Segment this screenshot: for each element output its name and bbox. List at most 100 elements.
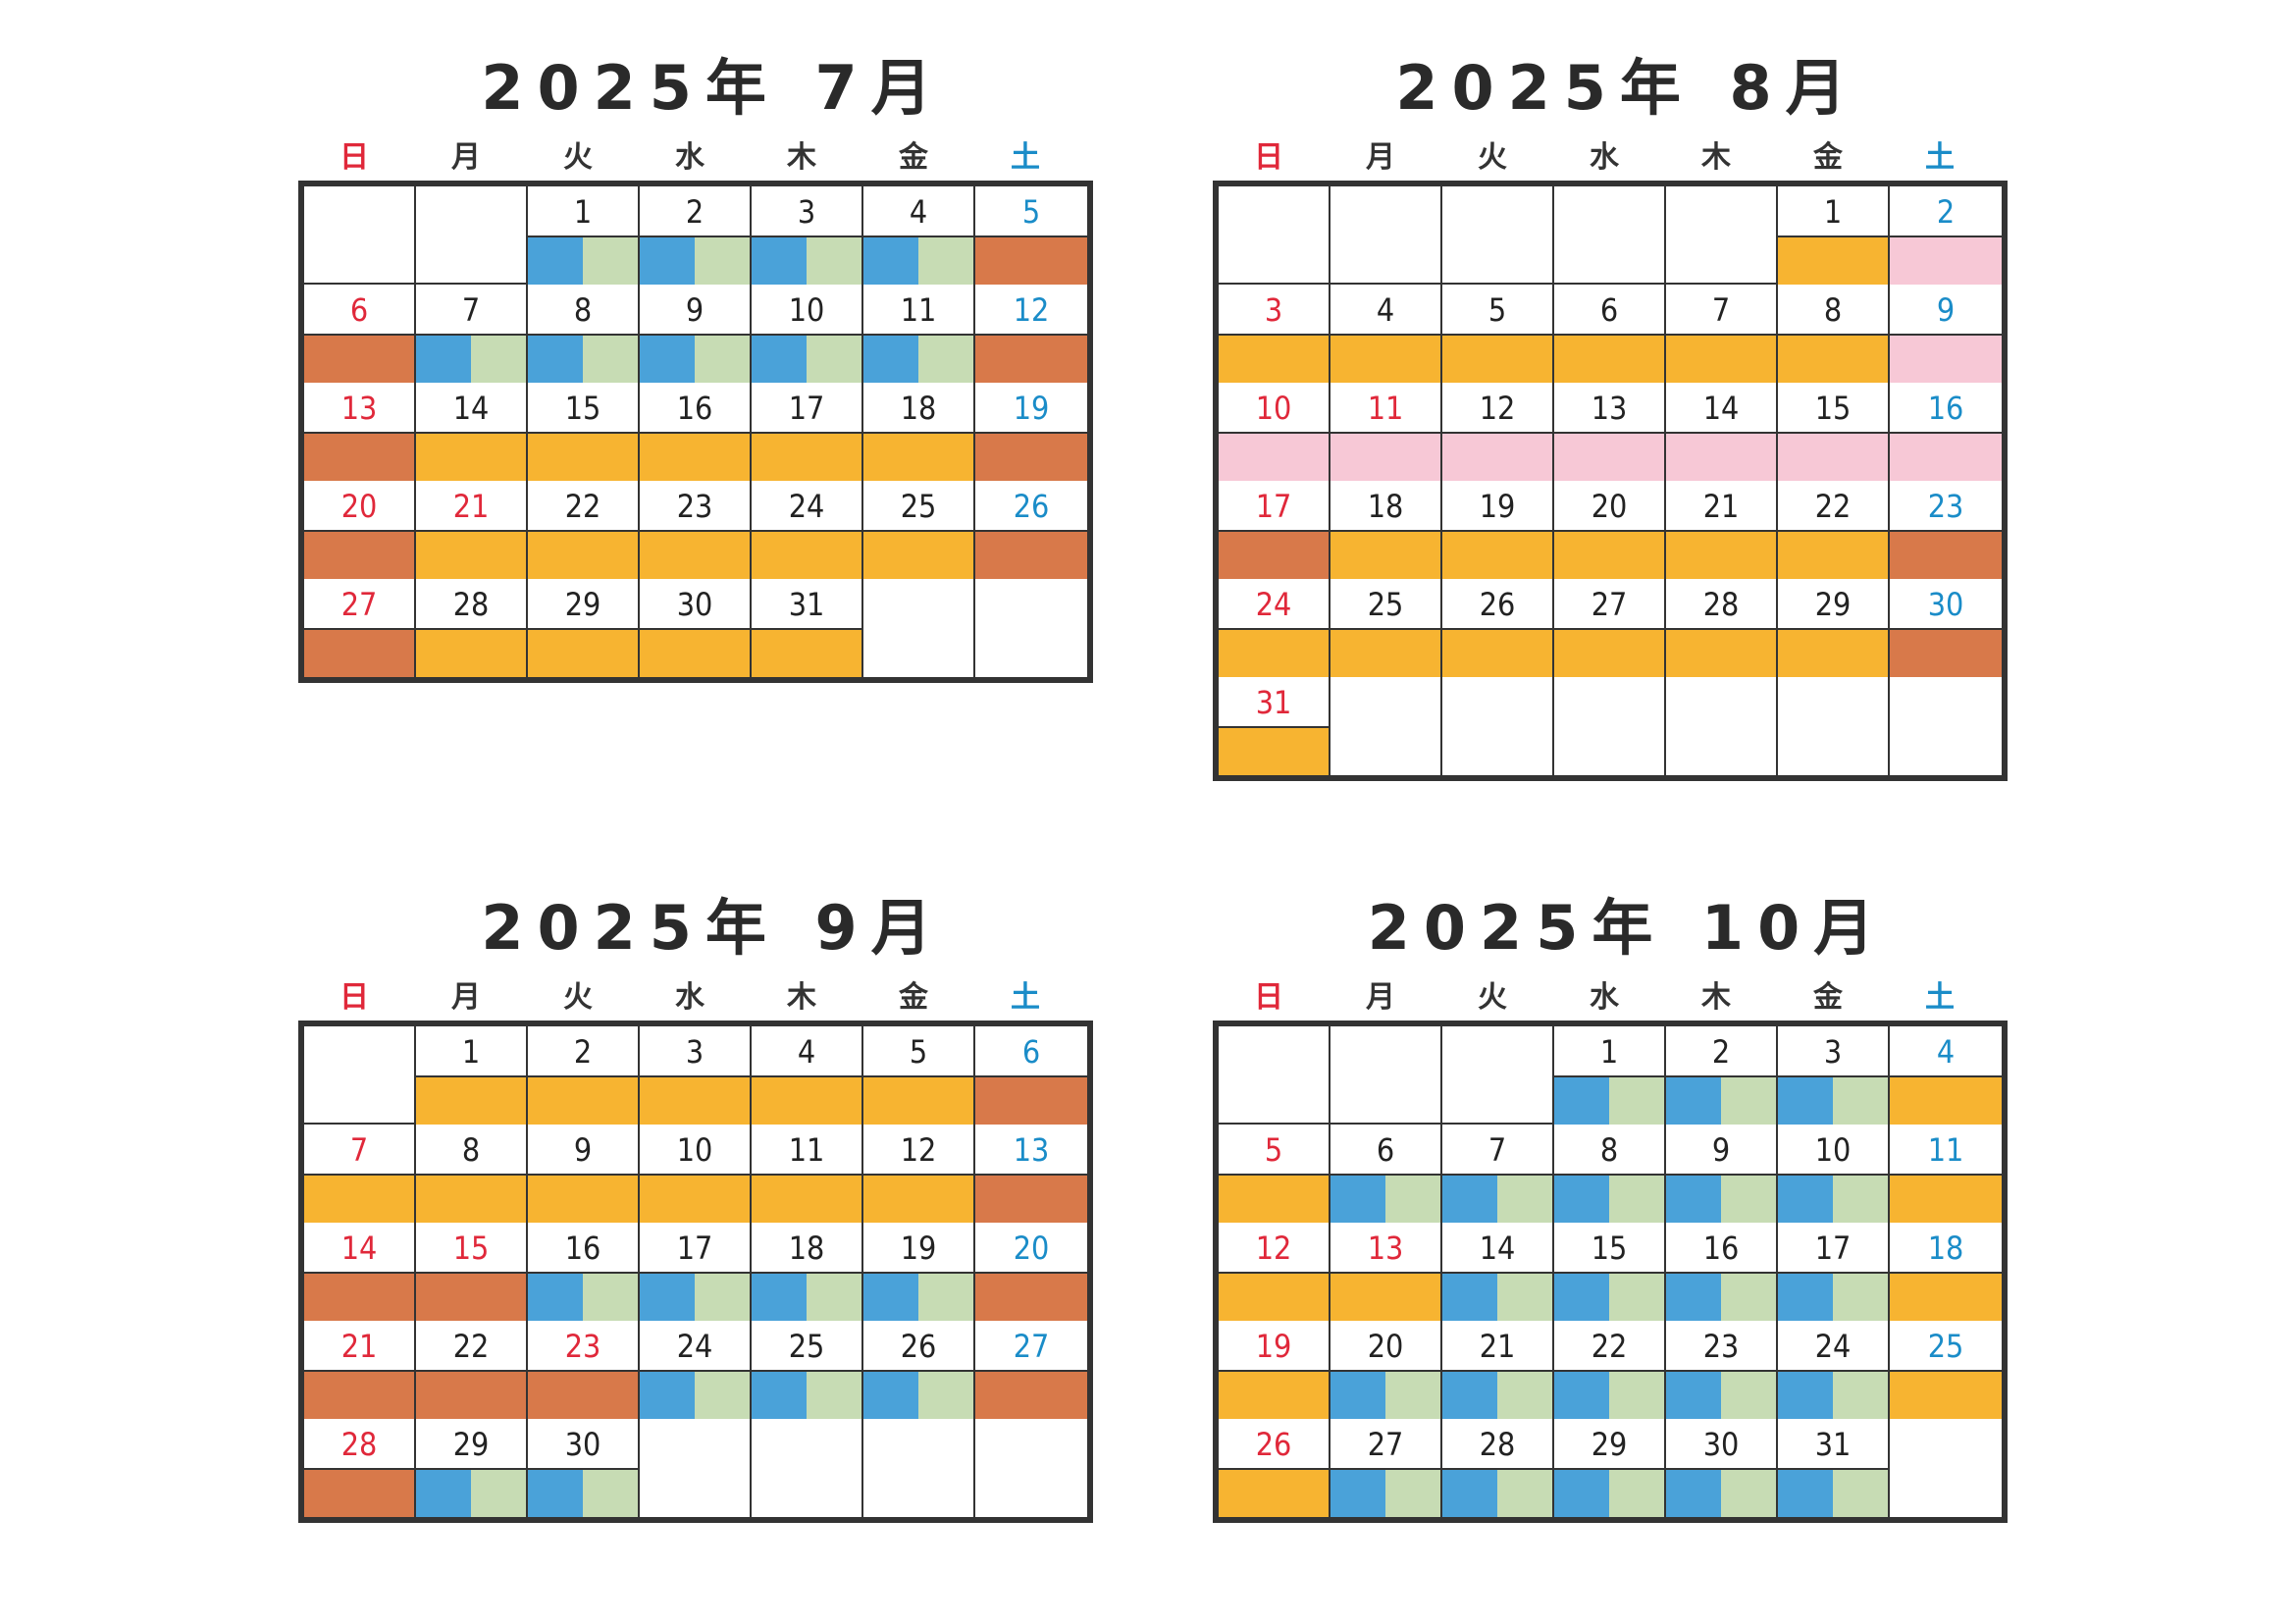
day-number: 24 [788,488,825,525]
status-bar [1442,1370,1552,1419]
status-bar [416,236,526,285]
weekday-label: 木 [1701,140,1731,175]
day-cell [1890,677,2002,775]
status-bar [640,334,750,383]
weekday-label: 水 [675,980,704,1015]
day-number: 22 [1814,488,1852,525]
status-bar [1554,432,1664,481]
day-number: 7 [349,1131,369,1169]
day-number: 12 [1013,291,1050,329]
day-cell: 19 [863,1223,975,1321]
day-number: 25 [1927,1328,1964,1365]
day-number [304,186,414,236]
status-bar [304,1468,414,1517]
day-number [416,186,526,236]
day-number: 27 [1591,586,1628,623]
status-bar [863,1370,973,1419]
day-cell: 6 [1331,1125,1442,1223]
day-number: 9 [1936,291,1956,329]
day-number: 13 [340,390,378,427]
status-bar [416,530,526,579]
status-bar [1331,236,1440,285]
day-cell: 24 [640,1321,752,1419]
day-cell: 22 [1554,1321,1666,1419]
day-number: 24 [676,1328,713,1365]
day-number: 1 [1823,193,1843,231]
status-bar [1890,530,2002,579]
status-bar [1331,334,1440,383]
status-bar [1666,628,1776,677]
status-bar [863,1174,973,1223]
day-cell [975,579,1087,677]
day-number: 19 [1255,1328,1292,1365]
day-number: 5 [909,1033,928,1071]
day-cell: 5 [1442,285,1554,383]
day-cell: 31 [1219,677,1331,775]
day-number: 20 [1367,1328,1404,1365]
day-number: 4 [1376,291,1395,329]
day-cell: 6 [304,285,416,383]
day-number: 17 [1814,1230,1852,1267]
weekday-label: 月 [451,980,481,1015]
day-cell: 20 [1331,1321,1442,1419]
day-number: 26 [900,1328,937,1365]
status-bar [1778,1468,1888,1517]
day-cell [752,1419,863,1517]
status-bar [416,432,526,481]
weekday-header: 日月火水木金土 [1213,975,2004,1021]
weekday-header: 日月火水木金土 [1213,135,2004,181]
day-number: 31 [1255,684,1292,721]
day-cell: 3 [1219,285,1331,383]
day-cell: 8 [1554,1125,1666,1223]
day-cell: 27 [304,579,416,677]
day-cell: 30 [1890,579,2002,677]
day-number [1666,186,1776,236]
status-bar [640,530,750,579]
day-cell: 17 [1219,481,1331,579]
status-bar [1442,628,1552,677]
day-number: 31 [1814,1426,1852,1463]
weekday-label: 火 [563,140,593,175]
status-bar [304,530,414,579]
day-cell: 8 [1778,285,1890,383]
day-number: 10 [1814,1131,1852,1169]
status-bar [1219,1468,1329,1517]
status-bar [1778,334,1888,383]
day-cell: 15 [416,1223,528,1321]
status-bar [304,236,414,285]
weekday-label: 日 [339,140,369,175]
day-number: 7 [1711,291,1731,329]
calendar-grid: 1 2 3 4 5 6 7 8 9 10 11 12 13 14 15 16 17 18 19 20 21 22 23 24 2… [298,181,1093,683]
day-cell: 30 [528,1419,640,1517]
day-cell: 20 [975,1223,1087,1321]
day-number [1778,677,1888,726]
day-number: 28 [340,1426,378,1463]
day-number: 20 [1591,488,1628,525]
status-bar [1219,1272,1329,1321]
day-number: 14 [452,390,490,427]
day-number: 24 [1814,1328,1852,1365]
day-cell: 24 [1219,579,1331,677]
day-number: 24 [1255,586,1292,623]
day-number: 2 [573,1033,593,1071]
day-cell: 13 [1554,383,1666,481]
day-number [1219,1026,1329,1075]
day-number: 11 [788,1131,825,1169]
calendar-grid: 1 2 3 4 5 6 7 8 9 10 11 12 13 14 15 16 17 18 19 20 21 22 23 24 2… [1213,181,2008,781]
day-cell: 29 [1554,1419,1666,1517]
day-number: 21 [340,1328,378,1365]
day-number: 13 [1013,1131,1050,1169]
day-cell [1219,186,1331,285]
status-bar [1778,1370,1888,1419]
day-cell [304,1026,416,1125]
day-number [1331,1026,1440,1075]
status-bar [863,628,973,677]
day-cell: 31 [752,579,863,677]
status-bar [752,1370,861,1419]
day-cell: 1 [1554,1026,1666,1125]
status-bar [1331,1468,1440,1517]
day-cell: 18 [863,383,975,481]
status-bar [1442,1272,1552,1321]
day-number: 16 [676,390,713,427]
day-number: 16 [564,1230,601,1267]
